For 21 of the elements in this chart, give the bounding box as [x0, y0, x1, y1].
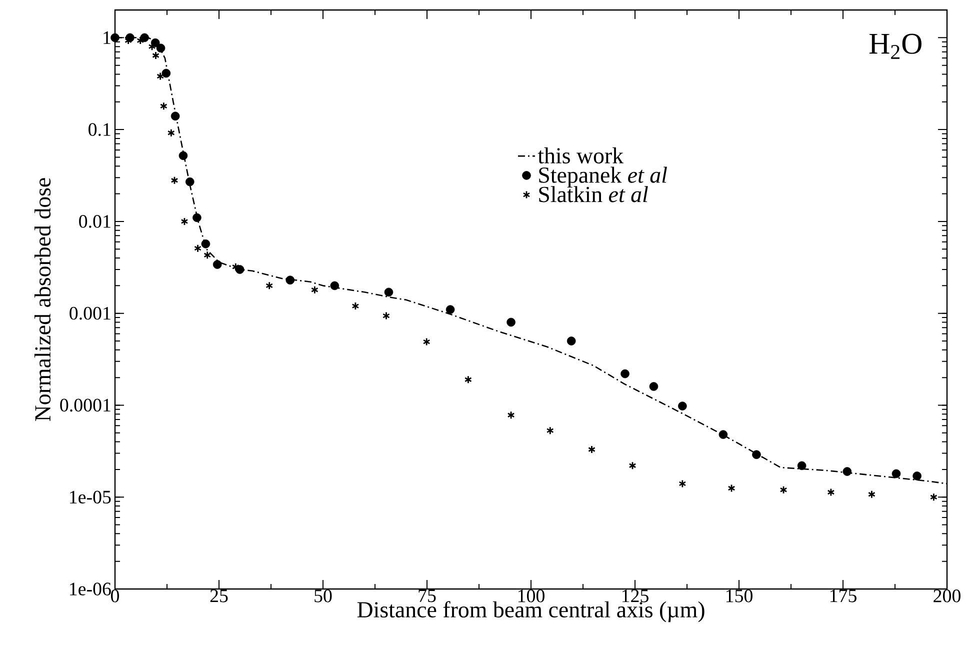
- annotation: H$_{2}$O: [869, 34, 922, 59]
- y-axis-title: Normalized absorbed dose: [34, 178, 51, 422]
- x-tick-label: 25: [210, 590, 228, 602]
- y-tick-label: 1e-05: [70, 490, 111, 504]
- x-tick-label: 200: [934, 590, 960, 602]
- x-tick-label: 100: [518, 590, 544, 602]
- x-tick-label: 125: [622, 590, 648, 602]
- x-tick-label: 150: [726, 590, 752, 602]
- y-tick-label: 1e-06: [70, 582, 111, 596]
- legend-label: Slatkin et al: [539, 186, 648, 202]
- y-tick-label: 0.01: [79, 215, 110, 228]
- x-tick-label: 50: [314, 590, 332, 602]
- y-tick-label: 0.001: [70, 306, 110, 320]
- x-tick-label: 0: [110, 590, 119, 602]
- x-tick-label: 75: [418, 590, 436, 602]
- x-tick-label: 175: [830, 590, 856, 602]
- y-tick-label: 1: [104, 31, 110, 44]
- legend-label: this work: [538, 147, 624, 164]
- y-tick-label: 0.0001: [60, 398, 110, 412]
- y-tick-label: 0.1: [88, 123, 110, 136]
- x-axis-title: Distance from beam central axis (µm): [357, 601, 704, 622]
